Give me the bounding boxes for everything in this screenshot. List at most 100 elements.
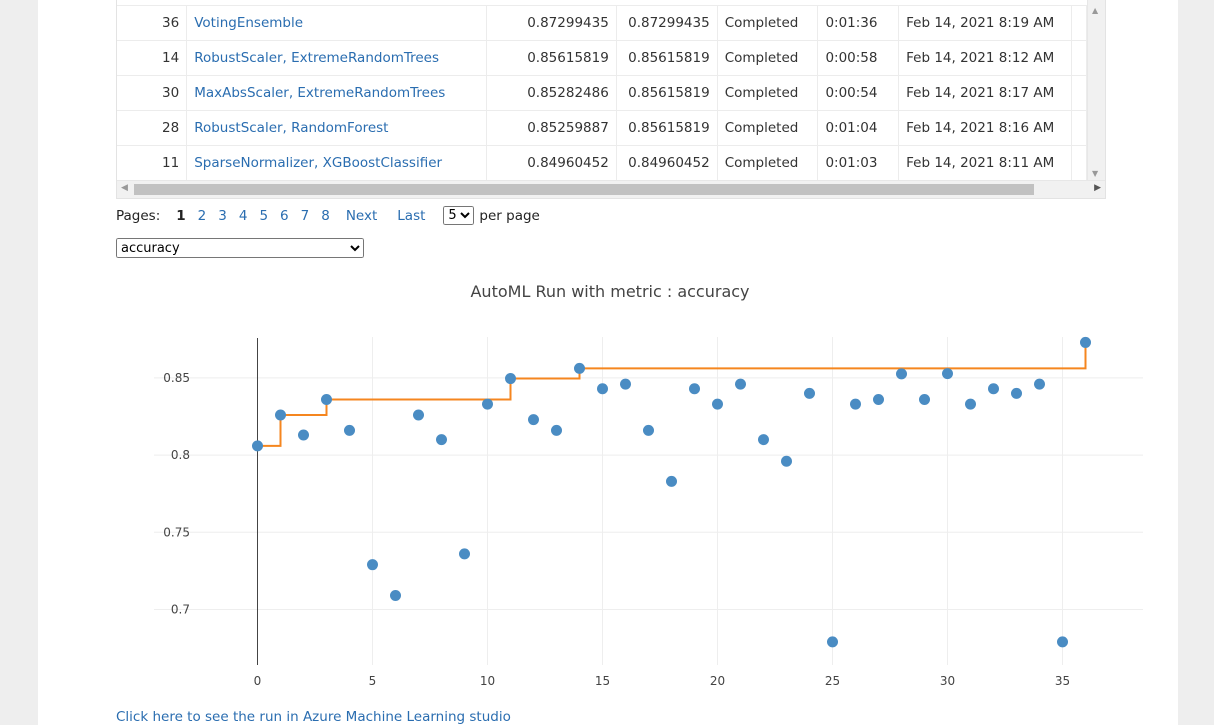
page-link-6[interactable]: 6 — [280, 207, 289, 224]
per-page-label: per page — [479, 207, 540, 224]
metric-select[interactable]: accuracy — [116, 238, 364, 258]
scroll-down-icon[interactable]: ▼ — [1092, 169, 1099, 178]
padding-cell — [1071, 75, 1087, 111]
data-point[interactable] — [574, 362, 585, 374]
x-tick-label: 35 — [1055, 674, 1070, 688]
page-link-7[interactable]: 7 — [300, 207, 310, 224]
table-row: 36 VotingEnsemble 0.87299435 0.87299435 Comp… — [117, 5, 1087, 41]
data-point[interactable] — [1011, 387, 1022, 399]
best-metric-step-line — [257, 342, 1087, 447]
data-point[interactable] — [551, 424, 562, 436]
data-point[interactable] — [367, 559, 378, 571]
page-link-5[interactable]: 5 — [259, 207, 269, 224]
data-point[interactable] — [1080, 336, 1091, 348]
data-point[interactable] — [804, 387, 815, 399]
data-point[interactable] — [528, 414, 539, 426]
scroll-left-icon[interactable]: ◀ — [121, 183, 128, 193]
page-link-4[interactable]: 4 — [238, 207, 248, 224]
last-page-link[interactable]: Last — [397, 207, 426, 224]
data-point[interactable] — [344, 424, 355, 436]
data-point[interactable] — [758, 434, 769, 446]
best-metric-cell: 0.85615819 — [616, 40, 718, 76]
scroll-thumb[interactable] — [134, 184, 1034, 195]
scroll-up-icon[interactable]: ▲ — [1092, 6, 1099, 15]
data-point[interactable] — [252, 440, 263, 452]
data-point[interactable] — [298, 429, 309, 441]
data-point[interactable] — [413, 409, 424, 421]
data-point[interactable] — [597, 383, 608, 395]
data-point[interactable] — [459, 548, 470, 560]
metric-cell: 0.85282486 — [486, 75, 617, 111]
data-point[interactable] — [1057, 636, 1068, 648]
padding-cell — [1071, 110, 1087, 146]
pages-label: Pages: — [116, 207, 161, 224]
best-metric-cell: 0.84960452 — [616, 145, 718, 181]
vertical-scrollbar[interactable]: ▲ ▼ — [1087, 0, 1105, 180]
x-tick-label: 5 — [369, 674, 377, 688]
data-point[interactable] — [873, 394, 884, 406]
y-tick-label: 0.8 — [171, 448, 190, 462]
pipeline-link[interactable]: RobustScaler, ExtremeRandomTrees — [186, 40, 487, 76]
data-point[interactable] — [850, 398, 861, 410]
data-point[interactable] — [896, 368, 907, 380]
data-point[interactable] — [620, 378, 631, 390]
data-point[interactable] — [781, 455, 792, 467]
started-cell: Feb 14, 2021 8:11 AM — [898, 145, 1072, 181]
metric-cell: 0.84960452 — [486, 145, 617, 181]
pipeline-link[interactable]: RobustScaler, RandomForest — [186, 110, 487, 146]
data-point[interactable] — [666, 475, 677, 487]
status-cell: Completed — [717, 75, 819, 111]
table-row: 30 MaxAbsScaler, ExtremeRandomTrees 0.8528… — [117, 75, 1087, 111]
data-point[interactable] — [390, 590, 401, 602]
started-cell: Feb 14, 2021 8:19 AM — [898, 5, 1072, 41]
data-point[interactable] — [712, 398, 723, 410]
data-point[interactable] — [643, 424, 654, 436]
data-point[interactable] — [436, 434, 447, 446]
data-point[interactable] — [827, 636, 838, 648]
padding-cell — [1071, 5, 1087, 41]
duration-cell: 0:01:03 — [817, 145, 900, 181]
page-link-1[interactable]: 1 — [176, 207, 186, 224]
data-point[interactable] — [919, 394, 930, 406]
data-point[interactable] — [482, 398, 493, 410]
runs-table-container[interactable]: 36 VotingEnsemble 0.87299435 0.87299435 Comp… — [116, 0, 1106, 199]
iteration-cell: 28 — [117, 110, 188, 146]
data-point[interactable] — [689, 383, 700, 395]
duration-cell: 0:01:36 — [817, 5, 900, 41]
per-page-select[interactable]: 5 — [443, 206, 475, 225]
metric-cell: 0.85615819 — [486, 40, 617, 76]
data-point[interactable] — [942, 368, 953, 380]
metric-cell: 0.87299435 — [486, 5, 617, 41]
page-link-2[interactable]: 2 — [197, 207, 207, 224]
horizontal-scrollbar[interactable]: ◀ ▶ — [117, 180, 1105, 198]
status-cell: Completed — [717, 5, 819, 41]
iteration-cell: 30 — [117, 75, 188, 111]
iteration-cell: 14 — [117, 40, 188, 76]
pipeline-link[interactable]: VotingEnsemble — [186, 5, 487, 41]
data-point[interactable] — [275, 409, 286, 421]
pipeline-link[interactable]: MaxAbsScaler, ExtremeRandomTrees — [186, 75, 487, 111]
x-tick-label: 20 — [710, 674, 725, 688]
duration-cell: 0:00:54 — [817, 75, 900, 111]
table-row: 11 SparseNormalizer, XGBoostClassifier 0.8… — [117, 145, 1087, 181]
data-point[interactable] — [505, 373, 516, 385]
next-page-link[interactable]: Next — [345, 207, 378, 224]
status-cell: Completed — [717, 40, 819, 76]
data-point[interactable] — [988, 383, 999, 395]
data-point[interactable] — [735, 378, 746, 390]
padding-cell — [1071, 40, 1087, 76]
data-point[interactable] — [965, 398, 976, 410]
best-metric-cell: 0.87299435 — [616, 5, 718, 41]
data-point[interactable] — [1034, 378, 1045, 390]
page-link-3[interactable]: 3 — [218, 207, 227, 224]
scroll-right-icon[interactable]: ▶ — [1094, 183, 1101, 193]
duration-cell: 0:01:04 — [817, 110, 900, 146]
x-tick-label: 15 — [595, 674, 610, 688]
page-link-8[interactable]: 8 — [321, 207, 330, 224]
azure-ml-studio-link[interactable]: Click here to see the run in Azure Machi… — [116, 709, 511, 725]
duration-cell: 0:00:58 — [817, 40, 900, 76]
data-point[interactable] — [321, 394, 332, 406]
